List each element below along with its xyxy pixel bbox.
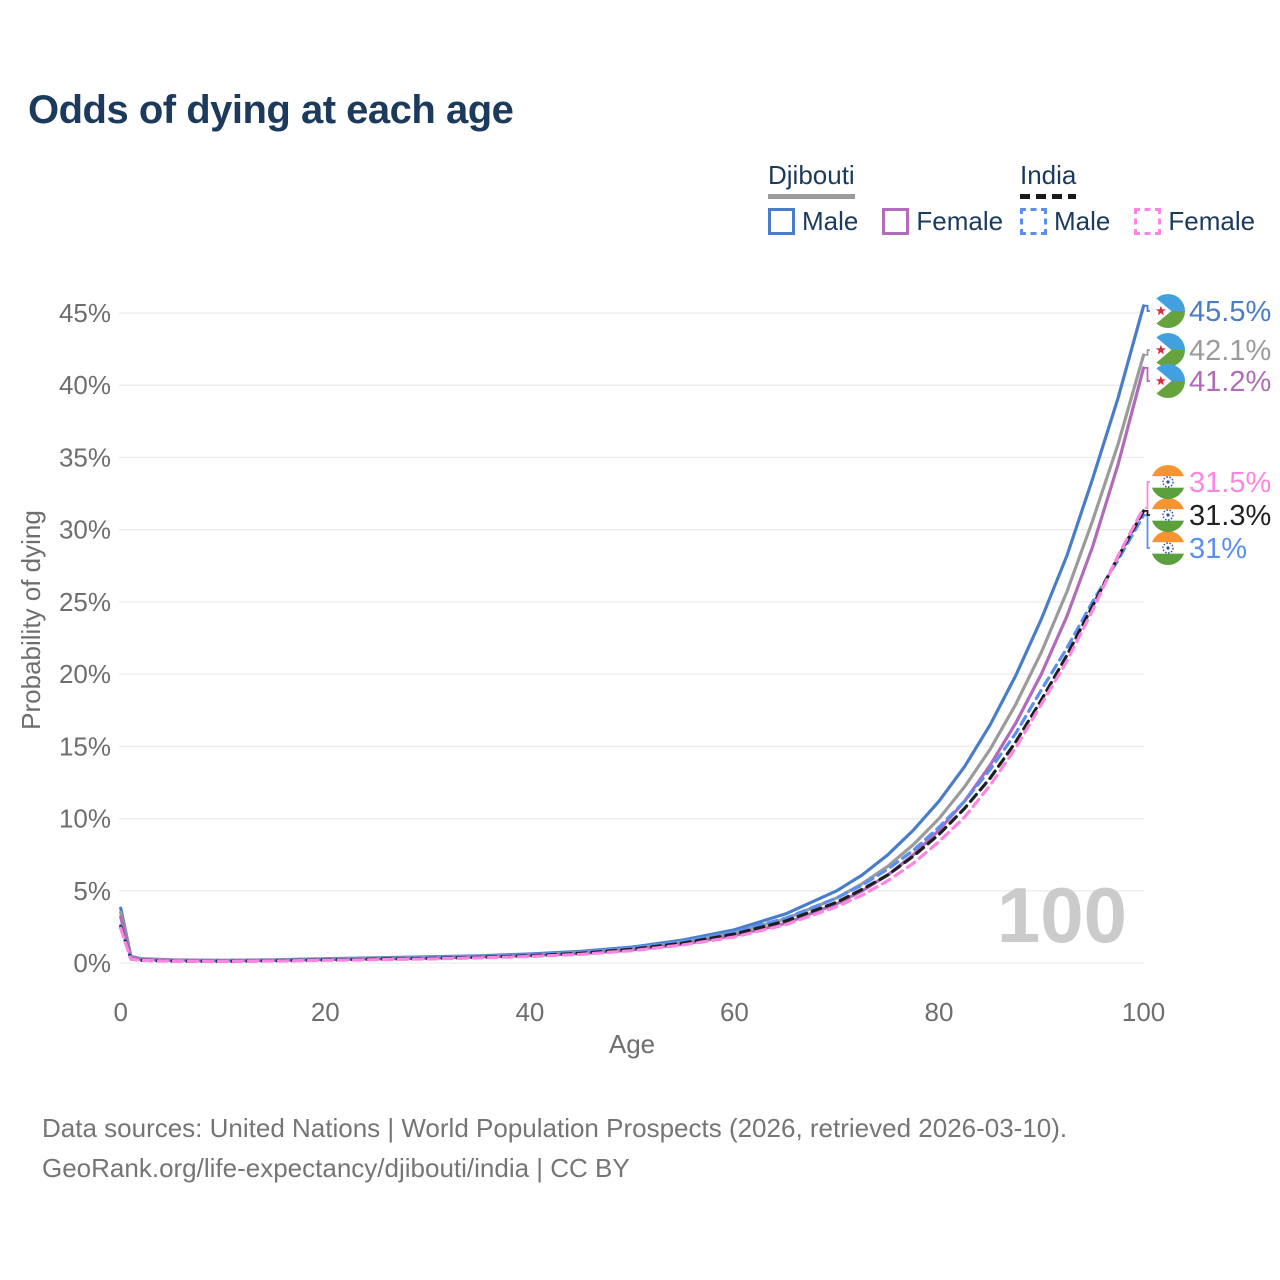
chart-footer: Data sources: United Nations | World Pop… [42,1108,1067,1188]
end-value-label-india-both: 31.3% [1189,500,1271,532]
y-tick-label: 40% [59,370,111,400]
y-tick-label: 0% [73,948,111,978]
y-tick-label: 20% [59,659,111,689]
y-tick-label: 45% [59,298,111,328]
y-tick-label: 15% [59,731,111,761]
legend-country-india[interactable]: India [1020,160,1077,190]
series-line-india-both[interactable] [119,509,1146,963]
end-value-label-djibouti-both: 42.1% [1189,335,1271,367]
djibouti-flag-icon [1151,294,1185,328]
india-flag-icon [1151,531,1185,565]
end-label-connector [1145,349,1150,356]
legend-item-india-male[interactable]: Male [1020,206,1110,237]
legend-group-india: India Male Female [1020,160,1255,237]
x-tick-label: 0 [113,997,127,1027]
india-female-swatch-icon [1134,208,1162,235]
x-tick-label: 20 [311,997,340,1027]
end-label-connector [1145,367,1150,382]
end-label-connector [1145,514,1150,549]
series-line-djibouti-both[interactable] [119,353,1146,963]
end-value-label-india-female: 31.5% [1189,467,1271,499]
end-label-connector [1145,481,1150,509]
legend-item-label: Female [1168,206,1256,236]
y-tick-label: 35% [59,442,111,472]
y-axis-title: Probability of dying [16,510,46,730]
end-value-label-india-male: 31% [1189,533,1247,565]
legend-item-label: Female [916,206,1004,236]
age-counter-watermark: 100 [997,871,1127,959]
series-line-india-male[interactable] [119,513,1146,963]
data-sources-text: Data sources: United Nations | World Pop… [42,1113,1068,1143]
djibouti-flag-icon [1151,364,1185,398]
x-tick-label: 40 [515,997,544,1027]
series-line-india-female[interactable] [119,506,1146,963]
end-value-label-djibouti-female: 41.2% [1189,366,1271,398]
djibouti-flag-icon [1151,333,1185,367]
x-tick-label: 80 [925,997,954,1027]
end-label-connector [1145,510,1150,516]
end-label-connector [1145,304,1150,312]
x-axis-title: Age [609,1029,655,1059]
end-value-label-djibouti-male: 45.5% [1189,296,1271,328]
legend-item-label: Male [802,206,859,236]
legend-item-djibouti-male[interactable]: Male [768,206,858,237]
x-tick-label: 60 [720,997,749,1027]
series-line-djibouti-male[interactable] [119,304,1146,962]
legend-group-djibouti: Djibouti Male Female [768,160,1003,237]
legend-country-djibouti[interactable]: Djibouti [768,160,855,190]
y-tick-label: 25% [59,587,111,617]
legend-item-djibouti-female[interactable]: Female [882,206,1003,237]
y-tick-label: 5% [73,876,111,906]
attribution-text: GeoRank.org/life-expectancy/djibouti/ind… [42,1153,630,1183]
djibouti-solid-line-swatch-icon [768,194,855,199]
legend-item-label: Male [1054,206,1111,236]
india-flag-icon [1151,465,1185,499]
india-dashed-line-swatch-icon [1020,194,1077,199]
y-tick-label: 10% [59,804,111,834]
djibouti-female-swatch-icon [882,208,910,235]
chart-legend: Djibouti Male Female India [0,160,1280,250]
india-flag-icon [1151,498,1185,532]
india-male-swatch-icon [1020,208,1047,235]
legend-item-india-female[interactable]: Female [1134,206,1255,237]
x-tick-label: 100 [1122,997,1165,1027]
y-tick-label: 30% [59,515,111,545]
djibouti-male-swatch-icon [768,208,795,235]
page-title: Odds of dying at each age [28,88,514,132]
